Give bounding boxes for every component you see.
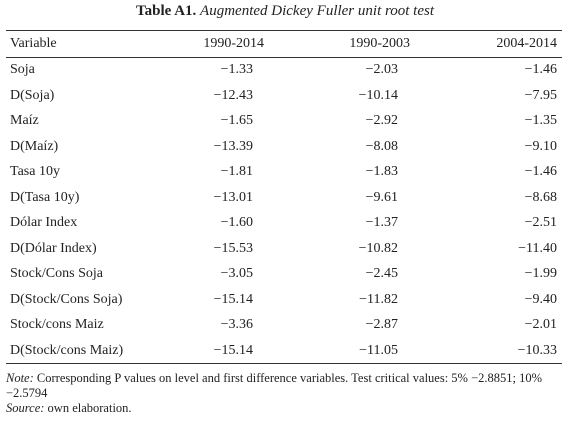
title-text: Augmented Dickey Fuller unit root test <box>200 3 435 19</box>
cell-value: −2.45 <box>365 266 398 281</box>
cell-value: −1.33 <box>220 62 253 77</box>
row-label: Soja <box>10 62 35 77</box>
row-label: D(Maíz) <box>10 138 59 154</box>
row-label: D(Soja) <box>10 87 55 103</box>
column-header: 1990-2003 <box>349 36 410 51</box>
bottom-rule <box>6 363 562 364</box>
row-label: D(Stock/Cons Soja) <box>10 291 123 307</box>
row-label: D(Dólar Index) <box>10 240 97 256</box>
source: Source: own elaboration. <box>6 401 558 416</box>
footnotes: Note: Corresponding P values on level an… <box>6 371 558 416</box>
cell-value: −1.65 <box>220 113 253 128</box>
row-label: D(Tasa 10y) <box>10 189 80 205</box>
row-label: Tasa 10y <box>10 164 60 179</box>
cell-value: −1.60 <box>220 215 253 230</box>
note: Note: Corresponding P values on level an… <box>6 371 558 401</box>
cell-value: −9.40 <box>524 291 557 307</box>
cell-value: −10.33 <box>517 342 557 358</box>
cell-value: −2.51 <box>524 215 557 230</box>
cell-value: −9.61 <box>365 189 398 205</box>
title-label: Table A1. <box>135 3 197 19</box>
cell-value: −3.36 <box>220 317 253 332</box>
cell-value: −1.46 <box>524 164 557 179</box>
cell-value: −7.95 <box>524 87 557 103</box>
cell-value: −13.39 <box>213 138 253 154</box>
cell-value: −1.35 <box>524 113 557 128</box>
cell-value: −15.14 <box>213 291 253 307</box>
row-label: Stock/Cons Soja <box>10 266 103 281</box>
note-text: Corresponding P values on level and firs… <box>6 371 543 400</box>
cell-value: −2.92 <box>365 113 398 128</box>
cell-value: −12.43 <box>213 87 253 103</box>
cell-value: −11.05 <box>359 342 398 358</box>
cell-value: −9.10 <box>524 138 557 154</box>
cell-value: −10.82 <box>358 240 398 256</box>
cell-value: −1.81 <box>220 164 253 179</box>
column-header: 2004-2014 <box>496 36 557 51</box>
cell-value: −2.01 <box>524 317 557 332</box>
row-label: Maíz <box>10 113 39 128</box>
cell-value: −15.53 <box>213 240 253 256</box>
cell-value: −3.05 <box>220 266 253 281</box>
row-label: D(Stock/cons Maiz) <box>10 342 124 358</box>
top-rule <box>6 30 562 31</box>
cell-value: −11.40 <box>518 240 557 256</box>
table-title: Table A1. Augmented Dickey Fuller unit r… <box>0 3 570 20</box>
cell-value: −1.83 <box>365 164 398 179</box>
cell-value: −13.01 <box>213 189 253 205</box>
cell-value: −8.68 <box>524 189 557 205</box>
row-label: Stock/cons Maiz <box>10 317 104 332</box>
header-rule <box>6 57 562 58</box>
cell-value: −2.03 <box>365 62 398 77</box>
note-label: Note: <box>6 371 34 385</box>
cell-value: −10.14 <box>358 87 398 103</box>
cell-value: −11.82 <box>359 291 398 307</box>
cell-value: −8.08 <box>365 138 398 154</box>
column-header: 1990-2014 <box>203 36 264 51</box>
cell-value: −1.37 <box>365 215 398 230</box>
cell-value: −1.99 <box>524 266 557 281</box>
source-text: own elaboration. <box>47 401 132 415</box>
column-header: Variable <box>10 36 57 51</box>
cell-value: −2.87 <box>365 317 398 332</box>
cell-value: −15.14 <box>213 342 253 358</box>
cell-value: −1.46 <box>524 62 557 77</box>
row-label: Dólar Index <box>10 215 78 230</box>
source-label: Source: <box>6 401 45 415</box>
